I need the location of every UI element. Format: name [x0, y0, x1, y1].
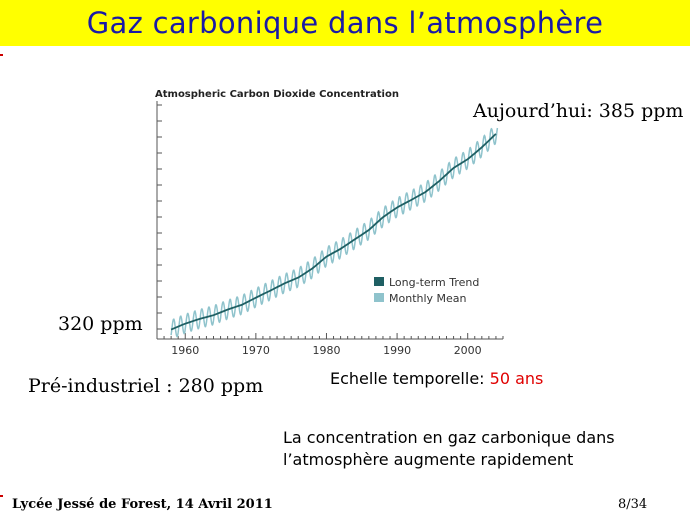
title-bar: Gaz carbonique dans l’atmosphère: [0, 0, 690, 46]
preindustrial-label: Pré-industriel : 280 ppm: [28, 375, 264, 397]
chart-legend: Long-term Trend Monthly Mean: [374, 276, 479, 305]
monthly-mean-series: [170, 127, 499, 338]
x-tick-label: 1990: [383, 344, 411, 357]
start-label: 320 ppm: [58, 313, 143, 335]
x-tick-label: 1960: [171, 344, 199, 357]
x-tick-label: 1970: [242, 344, 270, 357]
timescale-text: Echelle temporelle:: [330, 369, 485, 388]
legend-label-trend: Long-term Trend: [389, 276, 479, 289]
legend-swatch-trend: [374, 277, 384, 286]
chart-axes: 1960 1970 1980 1990 2000: [156, 101, 504, 357]
footer-left: Lycée Jessé de Forest, 14 Avril 2011: [12, 497, 273, 512]
x-tick-label: 2000: [454, 344, 482, 357]
today-label: Aujourd’hui: 385 ppm: [473, 100, 684, 122]
trend-series: [170, 133, 497, 331]
x-tick-label: 1980: [312, 344, 340, 357]
footer-page-number: 8/34: [618, 497, 648, 512]
conclusion-line-1: La concentration en gaz carbonique dans: [283, 428, 615, 447]
timescale-label: Echelle temporelle: 50 ans: [330, 369, 543, 388]
monthly-mean-line: [170, 127, 499, 338]
conclusion: La concentration en gaz carbonique dans …: [283, 427, 683, 471]
timescale-value: 50 ans: [489, 369, 544, 388]
legend-label-monthly: Monthly Mean: [389, 292, 467, 305]
conclusion-line-2: l’atmosphère augmente rapidement: [283, 450, 574, 469]
chart-title: Atmospheric Carbon Dioxide Concentration: [155, 89, 399, 100]
legend-swatch-monthly: [374, 293, 384, 302]
trend-line: [170, 133, 497, 331]
red-mark: [0, 495, 3, 497]
slide-title: Gaz carbonique dans l’atmosphère: [86, 6, 604, 40]
red-mark: [0, 54, 3, 56]
